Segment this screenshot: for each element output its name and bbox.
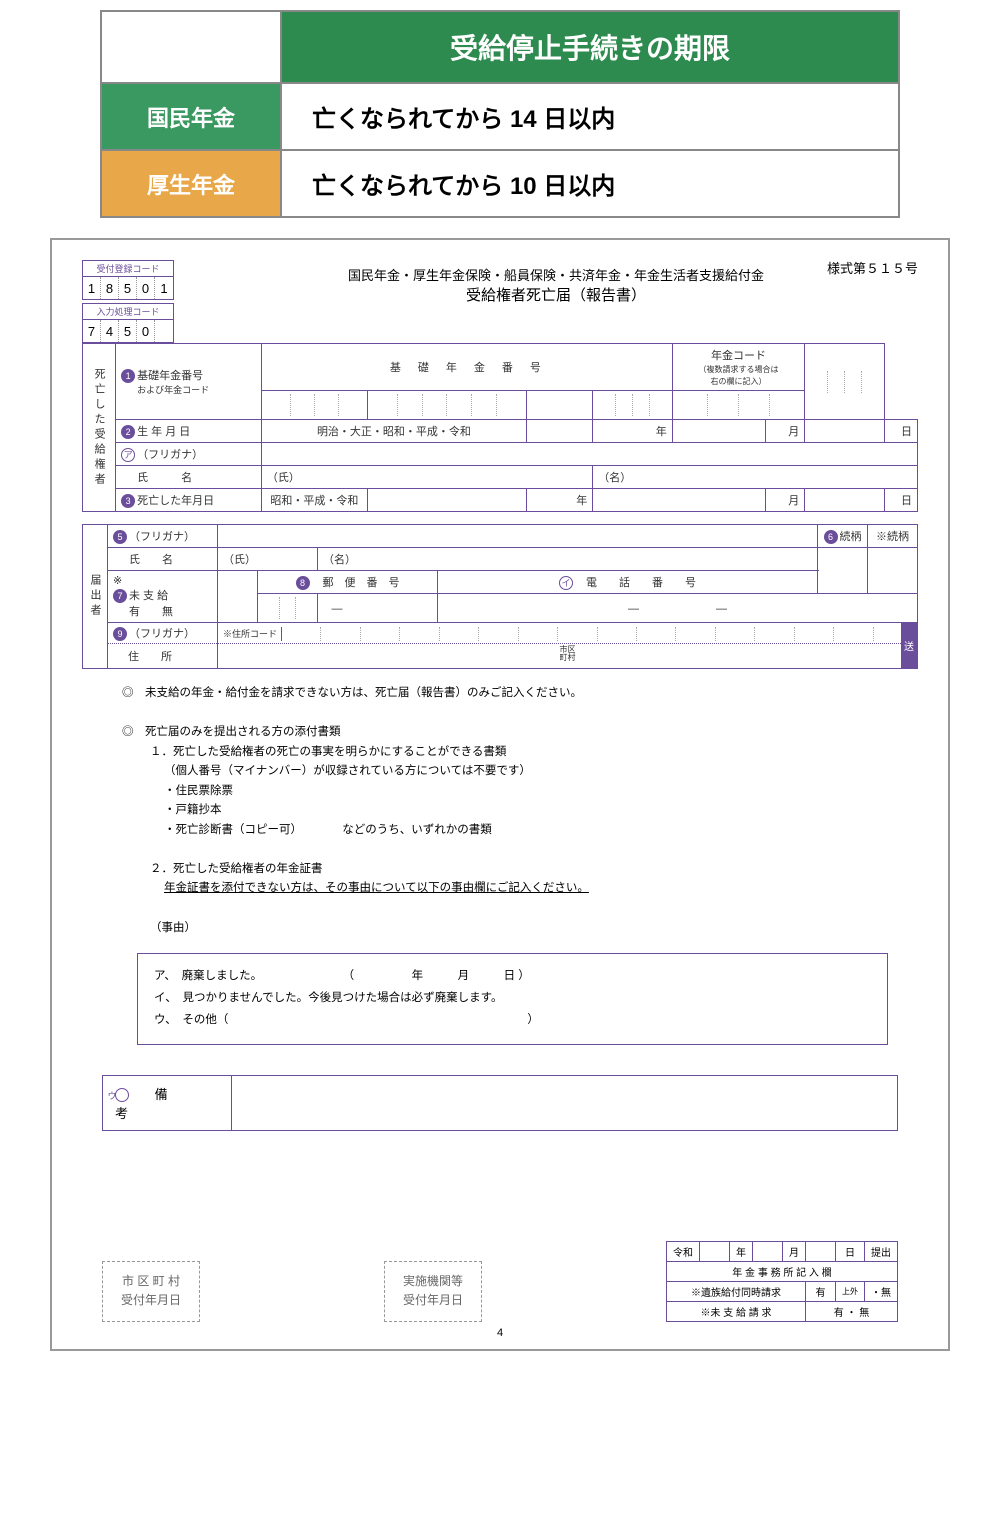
circle-a: ア	[121, 448, 135, 462]
circle-3: 3	[121, 494, 135, 508]
send-tab: 送	[901, 623, 917, 668]
agency-stamp: 実施機関等受付年月日	[384, 1261, 482, 1321]
notifier-section: 届出者 5（フリガナ） 6続柄 ※続柄 氏 名 （氏） （名） ※ 7未 支 給…	[82, 524, 918, 669]
office-table: 令和 年 月 日 提出 年 金 事 務 所 記 入 欄 ※遺族給付同時請求 有 …	[666, 1241, 898, 1322]
proc-code-box: 入力処理コード 7 4 5 0	[82, 303, 174, 343]
kousei-label: 厚生年金	[101, 150, 281, 217]
notifier-side-label: 届出者	[83, 525, 108, 669]
circle-u: ウ	[115, 1088, 129, 1102]
form-id: 様式第５１５号	[827, 258, 918, 277]
footer-row: 市 区 町 村受付年月日 実施機関等受付年月日 令和 年 月 日 提出 年 金 …	[102, 1241, 898, 1322]
circle-i: イ	[559, 576, 573, 590]
blank-header	[101, 11, 281, 83]
deadline-header: 受給停止手続きの期限	[281, 11, 899, 83]
reg-code-box: 受付登録コード 1 8 5 0 1	[82, 260, 174, 300]
notes-section: ◎ 未支給の年金・給付金を請求できない方は、死亡届（報告書）のみご記入ください。…	[122, 684, 878, 938]
circle-6: 6	[824, 530, 838, 544]
circle-2: 2	[121, 425, 135, 439]
reason-box: ア、 廃棄しました。 （ 年 月 日 ） イ、 見つかりませんでした。今後見つけ…	[137, 953, 888, 1045]
city-stamp: 市 区 町 村受付年月日	[102, 1261, 200, 1321]
kousei-content: 亡くなられてから 10 日以内	[281, 150, 899, 217]
page-number: 4	[82, 1327, 918, 1339]
kokumin-label: 国民年金	[101, 83, 281, 150]
kokumin-content: 亡くなられてから 14 日以内	[281, 83, 899, 150]
deadline-table: 受給停止手続きの期限 国民年金 亡くなられてから 14 日以内 厚生年金 亡くな…	[100, 10, 900, 218]
deceased-section: 死亡した受給権者 1基礎年金番号 および年金コード 基 礎 年 金 番 号 年金…	[82, 343, 918, 512]
circle-1: 1	[121, 369, 135, 383]
circle-8: 8	[296, 576, 310, 590]
form-title: 国民年金・厚生年金保険・船員保険・共済年金・年金生活者支援給付金 受給権者死亡届…	[194, 265, 918, 305]
remarks-section: ウ 備 考	[102, 1075, 898, 1131]
deceased-side-label: 死亡した受給権者	[83, 344, 116, 512]
circle-9: 9	[113, 627, 127, 641]
circle-7: 7	[113, 589, 127, 603]
circle-5: 5	[113, 530, 127, 544]
form-page: 様式第５１５号 受付登録コード 1 8 5 0 1 入力処理コード 7 4 5	[50, 238, 950, 1351]
